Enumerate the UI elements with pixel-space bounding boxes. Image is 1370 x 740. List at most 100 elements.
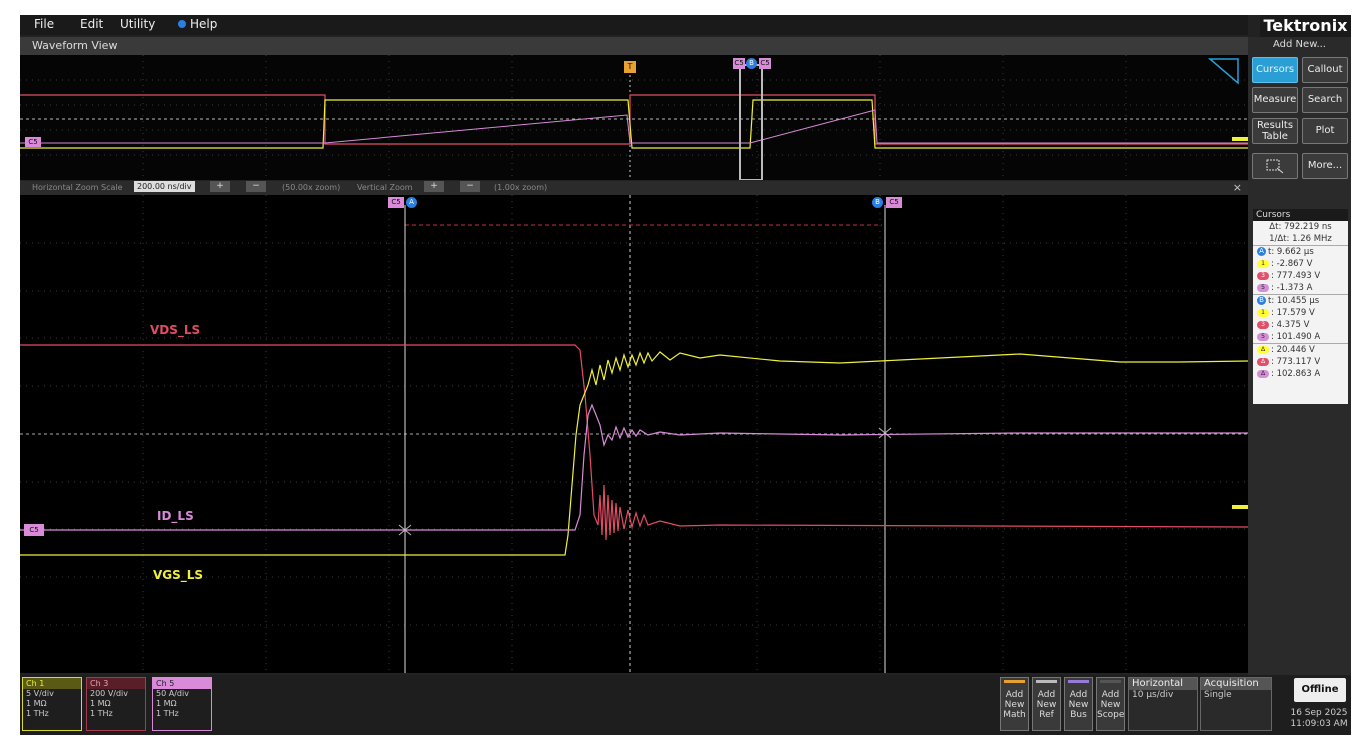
ch1-impedance: 1 MΩ xyxy=(26,699,47,708)
cursors-button[interactable]: Cursors xyxy=(1252,57,1298,83)
trace-label-vgs: VGS_LS xyxy=(153,568,204,582)
horizontal-title: Horizontal xyxy=(1129,678,1197,690)
ch3-badge-icon: 3 xyxy=(1257,271,1269,280)
ch5-badge-icon: 5 xyxy=(1257,283,1269,292)
ch5-badge[interactable]: Ch 5 50 A/div 1 MΩ 1 THz xyxy=(152,677,212,731)
delta-ch5: : 102.863 A xyxy=(1271,369,1321,379)
delta-ch3-badge-icon: Δ xyxy=(1257,357,1269,366)
cursor-b-crosshair-icon xyxy=(878,427,892,439)
scope-color-bar xyxy=(1100,680,1121,683)
h-zoom-minus-button[interactable]: − xyxy=(246,181,266,192)
oscilloscope-app: File Edit Utility Help Tektronix Wavefor… xyxy=(20,15,1351,735)
ch3-bandwidth: 1 THz xyxy=(90,709,113,718)
cursor-b-ch5-row: 5: 101.490 A xyxy=(1253,331,1348,343)
menu-help-label: Help xyxy=(190,17,218,31)
zoom-close-icon[interactable]: × xyxy=(1232,181,1242,194)
h-zoom-factor: (50.00x zoom) xyxy=(282,183,341,192)
cursor-a-time: t: 9.662 μs xyxy=(1268,247,1314,257)
more-button[interactable]: More... xyxy=(1302,153,1348,179)
ch1-badge[interactable]: Ch 1 5 V/div 1 MΩ 1 THz xyxy=(22,677,82,731)
cursor-a-ch1-row: 1: -2.867 V xyxy=(1253,258,1348,270)
trigger-marker-icon[interactable]: T xyxy=(624,61,636,73)
cursor-b-ch3: : 4.375 V xyxy=(1271,320,1310,330)
acquisition-value: Single xyxy=(1204,690,1232,700)
c5-cursor-b-marker[interactable]: C5 xyxy=(886,197,902,208)
settings-bar: Ch 1 5 V/div 1 MΩ 1 THz Ch 3 200 V/div 1… xyxy=(20,675,1351,735)
add-new-ref-button[interactable]: Add New Ref xyxy=(1032,677,1061,731)
bus-color-bar xyxy=(1068,680,1089,683)
v-zoom-minus-button[interactable]: − xyxy=(460,181,480,192)
cursors-readout-title: Cursors xyxy=(1253,209,1348,221)
cursor-b-ch3-row: 3: 4.375 V xyxy=(1253,319,1348,331)
trace-vgs xyxy=(20,351,1249,556)
math-color-bar xyxy=(1004,680,1025,683)
overview-plot xyxy=(20,55,1248,181)
delta-ch5-badge-icon: Δ xyxy=(1257,369,1269,378)
v-zoom-plus-button[interactable]: + xyxy=(424,181,444,192)
main-waveform[interactable]: C5 A B C5 C5 VDS_LS ID_LS VGS_LS xyxy=(20,195,1249,673)
main-ch1-level-icon xyxy=(1232,505,1248,509)
results-table-label-1: Results xyxy=(1256,120,1294,131)
add-new-bus-button[interactable]: Add New Bus xyxy=(1064,677,1093,731)
overview-cursor-b[interactable]: B xyxy=(746,58,757,69)
callout-button[interactable]: Callout xyxy=(1302,57,1348,83)
main-grid xyxy=(20,195,1248,673)
ch5-bandwidth: 1 THz xyxy=(156,709,179,718)
ch5-impedance: 1 MΩ xyxy=(156,699,177,708)
zoom-tool-button[interactable] xyxy=(1252,153,1298,179)
trace-vds xyxy=(20,344,1249,541)
menu-help[interactable]: Help xyxy=(178,17,217,31)
c5-ground-marker[interactable]: C5 xyxy=(24,524,44,536)
h-zoom-label: Horizontal Zoom Scale xyxy=(32,183,123,192)
zoom-corner-icon[interactable] xyxy=(1207,58,1239,85)
results-table-button[interactable]: Results Table xyxy=(1252,118,1298,144)
add-new-scope-button[interactable]: Add New Scope xyxy=(1096,677,1125,731)
ch3-badge-icon: 3 xyxy=(1257,320,1269,329)
zoom-tool-icon xyxy=(1266,159,1284,174)
overview-waveform[interactable]: T C5 C5 B C5 xyxy=(20,55,1248,181)
ch3-badge[interactable]: Ch 3 200 V/div 1 MΩ 1 THz xyxy=(86,677,146,731)
ref-color-bar xyxy=(1036,680,1057,683)
delta-ch3-row: Δ: 773.117 V xyxy=(1253,356,1348,368)
delta-ch5-row: Δ: 102.863 A xyxy=(1253,368,1348,380)
trace-id xyxy=(20,403,1248,531)
cursor-b-time: t: 10.455 μs xyxy=(1268,296,1320,306)
delta-ch1: : 20.446 V xyxy=(1271,345,1315,355)
ch3-name: Ch 3 xyxy=(87,678,145,689)
acquisition-settings[interactable]: Acquisition Single xyxy=(1200,677,1272,731)
cursor-a-marker[interactable]: A xyxy=(406,197,417,208)
measure-button[interactable]: Measure xyxy=(1252,87,1298,113)
overview-c5-cursor-b[interactable]: C5 xyxy=(759,58,771,69)
right-sidebar: Add New... Cursors Callout Measure Searc… xyxy=(1248,37,1351,675)
plot-button[interactable]: Plot xyxy=(1302,118,1348,144)
h-zoom-scale-input[interactable]: 200.00 ns/div xyxy=(134,181,195,192)
help-dot-icon xyxy=(178,20,186,28)
add-new-math-button[interactable]: Add New Math xyxy=(1000,677,1029,731)
ch1-scale: 5 V/div xyxy=(26,689,54,698)
waveform-view-title: Waveform View xyxy=(20,37,1248,55)
overview-c5-cursor-a[interactable]: C5 xyxy=(733,58,745,69)
horizontal-settings[interactable]: Horizontal 10 μs/div xyxy=(1128,677,1198,731)
zoom-toolbar: Horizontal Zoom Scale 200.00 ns/div + − … xyxy=(20,181,1248,195)
trace-label-id: ID_LS xyxy=(157,509,194,523)
date-text: 16 Sep 2025 xyxy=(1290,708,1348,718)
delta-ch1-badge-icon: Δ xyxy=(1257,345,1269,354)
cursor-b-marker[interactable]: B xyxy=(872,197,883,208)
ch5-badge-icon: 5 xyxy=(1257,332,1269,341)
menu-file[interactable]: File xyxy=(34,17,55,31)
add-new-label: Add New... xyxy=(1273,39,1326,50)
brand-logo: Tektronix xyxy=(1260,15,1351,37)
datetime: 16 Sep 2025 11:09:03 AM xyxy=(1288,708,1350,730)
overview-c5-marker[interactable]: C5 xyxy=(25,137,41,147)
offline-button[interactable]: Offline xyxy=(1294,678,1346,702)
menu-utility[interactable]: Utility xyxy=(120,17,156,31)
overview-trace-ch1 xyxy=(20,99,1248,149)
h-zoom-plus-button[interactable]: + xyxy=(210,181,230,192)
search-button[interactable]: Search xyxy=(1302,87,1348,113)
menu-edit[interactable]: Edit xyxy=(80,17,104,31)
ch1-name: Ch 1 xyxy=(23,678,81,689)
c5-cursor-a-marker[interactable]: C5 xyxy=(388,197,404,208)
